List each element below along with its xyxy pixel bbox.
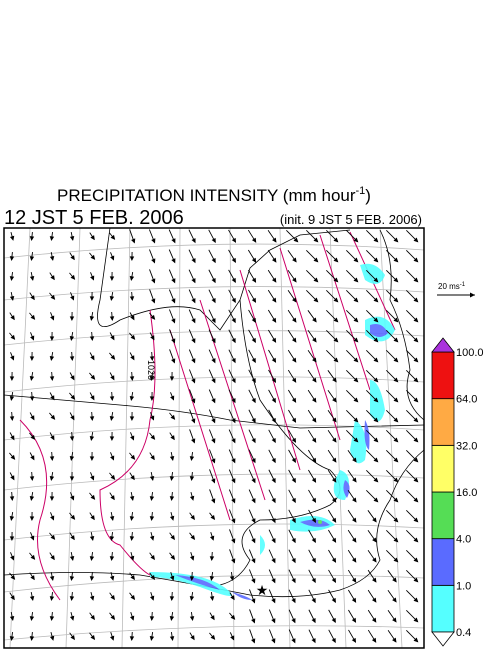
colorbar-segment	[432, 585, 454, 632]
valid-time: 12 JST 5 FEB. 2006	[4, 207, 184, 229]
colorbar-segment	[432, 492, 454, 539]
colorbar-segment	[432, 399, 454, 446]
title: PRECIPITATION INTENSITY (mm hour-1)	[57, 185, 371, 205]
station-marker: ★	[256, 582, 269, 598]
map: ★ 1020	[4, 228, 424, 648]
colorbar-label: 0.4	[456, 627, 471, 639]
colorbar-segment	[432, 352, 454, 399]
precip-heavy	[318, 520, 322, 524]
vector-reference-label: 20 ms-1	[438, 282, 466, 291]
colorbar-segment	[432, 445, 454, 492]
vector-reference-head	[470, 293, 475, 298]
contour-label: 1020	[146, 360, 156, 380]
colorbar-segment	[432, 539, 454, 586]
init-time: (init. 9 JST 5 FEB. 2006)	[280, 212, 422, 227]
colorbar-label: 100.0	[456, 347, 484, 359]
colorbar-label: 16.0	[456, 487, 477, 499]
colorbar-label: 1.0	[456, 580, 471, 592]
colorbar-over	[432, 338, 454, 352]
colorbar-label: 64.0	[456, 394, 477, 406]
vector-reference: 20 ms-1	[437, 282, 475, 298]
colorbar-label: 32.0	[456, 440, 477, 452]
colorbar-under	[432, 632, 454, 646]
colorbar-label: 4.0	[456, 534, 471, 546]
colorbar: 0.4 1.0 4.0 16.0 32.0 64.0 100.0	[432, 338, 484, 646]
